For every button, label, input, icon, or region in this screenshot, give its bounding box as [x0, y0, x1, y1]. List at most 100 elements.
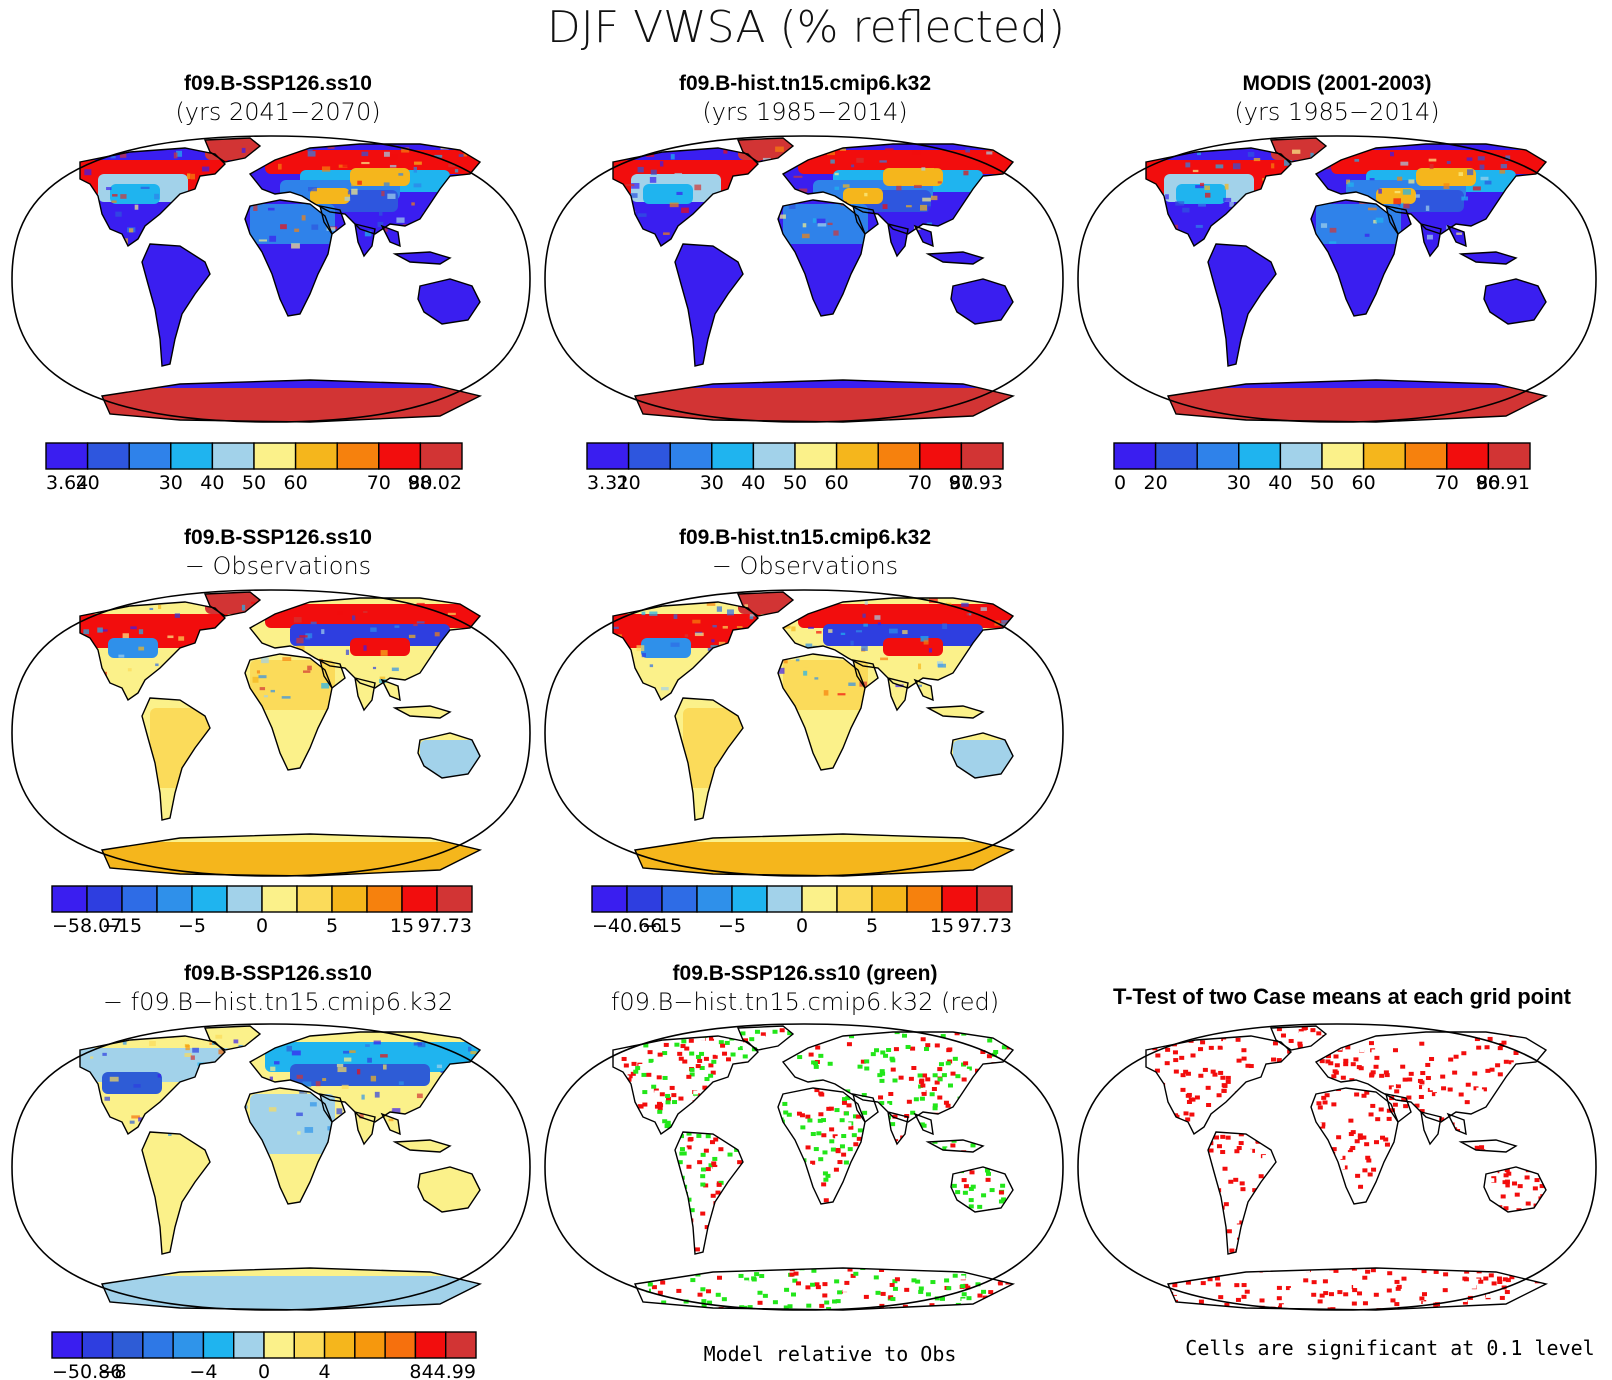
- coastline-greenland: [736, 591, 795, 617]
- colorbar-bin: [293, 1331, 326, 1359]
- colorbar-bin: [1487, 442, 1531, 470]
- colorbar-bin: [261, 885, 298, 913]
- colorbar-bin: [627, 442, 671, 470]
- coastline-arabia: [1385, 205, 1412, 236]
- panel-6-title: f09.B-SSP126.ss10: [184, 962, 372, 985]
- colorbar-bin: [45, 442, 89, 470]
- colorbar-tick-label: 60: [825, 472, 849, 494]
- coastline-eurasia: [248, 597, 482, 689]
- coastline-africa: [244, 199, 333, 317]
- coastline-antarctica: [633, 833, 1016, 877]
- colorbar-bin: [366, 885, 403, 913]
- panel-8-title: T-Test of two Case means at each grid po…: [1112, 984, 1571, 1009]
- colorbar-tick-label: 0: [256, 915, 268, 937]
- colorbar-tick-label: 50: [1310, 472, 1334, 494]
- significance-note: Cells are significant at 0.1 level: [1185, 1336, 1595, 1360]
- coastline-australia: [950, 278, 1014, 325]
- colorbar-bin: [766, 885, 803, 913]
- colorbar-case-difference: −50.86−8 −4 0 4 8 44.99: [51, 1331, 477, 1380]
- map-boundary: [544, 1023, 1064, 1311]
- map-panel-ssp126: [11, 135, 531, 423]
- coastline-indonesia: [925, 251, 985, 265]
- colorbar-bin: [111, 1331, 144, 1359]
- colorbar-bin: [191, 885, 228, 913]
- colorbar-bin: [1362, 442, 1406, 470]
- colorbar-tick-label: 3.64: [46, 472, 88, 494]
- panel-7-subtitle: f09.B−hist.tn15.cmip6.k32 (red): [610, 988, 1000, 1016]
- colorbar-bin: [263, 1331, 295, 1359]
- colorbar-bin: [384, 1331, 417, 1359]
- colorbar-bin: [121, 885, 158, 913]
- colorbar-bin: [419, 442, 463, 470]
- coastline-australia: [950, 1166, 1014, 1213]
- colorbar-tick-label: 70: [908, 472, 932, 494]
- coastline-greenland: [736, 1025, 795, 1051]
- map-boundary: [11, 135, 531, 423]
- colorbar-bin: [86, 442, 130, 470]
- coastline-seAsia: [380, 224, 401, 248]
- coastline-seAsia: [1446, 1112, 1467, 1136]
- colorbar-bin: [752, 442, 796, 470]
- coastline-arabia: [319, 205, 346, 236]
- colorbar-bin: [1404, 442, 1448, 470]
- colorbar-bin: [626, 885, 663, 913]
- colorbar-bin: [1321, 442, 1365, 470]
- colorbar-tick-label: 50: [783, 472, 807, 494]
- coastline-australia: [417, 732, 481, 779]
- coastline-southAmerica: [141, 1131, 211, 1255]
- coastline-southAmerica: [674, 697, 744, 821]
- coastline-indonesia: [925, 1139, 985, 1153]
- colorbar-bin: [835, 442, 879, 470]
- panel-1-subtitle: (yrs 2041−2070): [175, 98, 381, 126]
- colorbar-bin: [81, 1331, 114, 1359]
- colorbar-bin: [1279, 442, 1323, 470]
- coastline-australia: [1483, 1166, 1547, 1213]
- colorbar-bin: [1154, 442, 1198, 470]
- panel-1-title: f09.B-SSP126.ss10: [184, 72, 372, 95]
- colorbar-tick-label: 30: [1227, 472, 1251, 494]
- panel-3-title: MODIS (2001-2003): [1242, 72, 1432, 95]
- coastline-antarctica: [100, 1267, 483, 1311]
- coastline-indonesia: [392, 1139, 452, 1153]
- coastline-arabia: [319, 1093, 346, 1124]
- colorbar-bin: [233, 1331, 265, 1359]
- coastline-india: [1420, 1111, 1442, 1146]
- colorbar-bin: [211, 442, 255, 470]
- colorbar-tick-label: 15: [930, 915, 954, 937]
- coastline-india: [354, 677, 376, 712]
- colorbar-tick-label: 50: [242, 472, 266, 494]
- coastline-antarctica: [100, 379, 483, 423]
- colorbar-tick-label: 97.73: [958, 915, 1012, 937]
- map-boundary: [11, 1023, 531, 1311]
- colorbar-tick-label: −15: [642, 915, 682, 937]
- coastline-eurasia: [1314, 143, 1548, 235]
- map-boundary: [544, 135, 1064, 423]
- coastline-india: [887, 1111, 909, 1146]
- colorbar-bin: [586, 442, 630, 470]
- coastline-indonesia: [1458, 251, 1518, 265]
- coastline-antarctica: [633, 379, 1016, 423]
- colorbar-bin: [794, 442, 838, 470]
- colorbar-tick-label: 0: [796, 915, 808, 937]
- coastline-seAsia: [913, 224, 934, 248]
- colorbar-tick-label: 5: [866, 915, 878, 937]
- map-boundary: [1077, 135, 1597, 423]
- coastline-indonesia: [392, 705, 452, 719]
- colorbar-bin: [323, 1331, 356, 1359]
- colorbar-tick-label: −50.86: [52, 1361, 122, 1380]
- map-boundary: [11, 589, 531, 877]
- figure-title: DJF VWSA (% reflected): [546, 2, 1066, 53]
- colorbar-bin: [960, 442, 1004, 470]
- panel-3-subtitle: (yrs 1985−2014): [1234, 98, 1440, 126]
- colorbar-bin: [445, 1331, 477, 1359]
- coastline-australia: [417, 278, 481, 325]
- panel-4-subtitle: − Observations: [184, 552, 372, 580]
- coastline-australia: [1483, 278, 1547, 325]
- colorbar-bin: [696, 885, 733, 913]
- colorbar-tick-label: 8: [409, 1361, 421, 1380]
- coastline-eurasia: [1314, 1031, 1548, 1123]
- colorbar-bin: [156, 885, 193, 913]
- coastline-arabia: [852, 205, 879, 236]
